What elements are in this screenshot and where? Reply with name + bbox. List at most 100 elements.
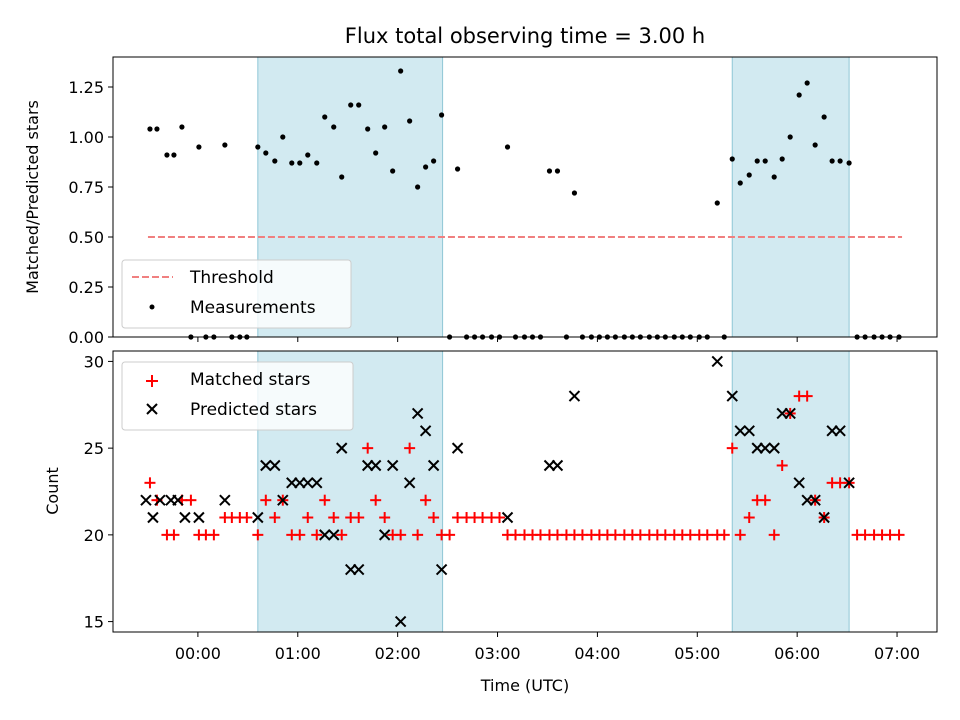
- measurement-point: [398, 68, 404, 74]
- measurement-point: [280, 134, 286, 140]
- measurement-point: [147, 126, 153, 132]
- predicted-star-marker: [277, 494, 289, 506]
- predicted-star-marker: [711, 355, 723, 368]
- legend-predicted-swatch: [146, 403, 158, 415]
- predicted-star-marker: [311, 477, 323, 489]
- bottom-legend: Matched stars Predicted stars: [121, 361, 354, 431]
- measurement-point: [365, 126, 371, 132]
- predicted-star-marker: [319, 529, 331, 541]
- legend-matched-swatch: [146, 375, 158, 387]
- matched-star-marker: [759, 494, 771, 506]
- matched-star-marker: [428, 512, 440, 524]
- bottom-x-tick-label: 07:00: [874, 644, 920, 663]
- top-y-tick-label: 0.75: [68, 178, 104, 197]
- measurement-point: [297, 160, 303, 166]
- matched-star-marker: [362, 442, 374, 454]
- matched-star-marker: [353, 512, 365, 524]
- measurement-point: [829, 158, 835, 164]
- matched-star-marker: [494, 512, 506, 524]
- measurement-point: [222, 142, 228, 148]
- measurement-point: [846, 160, 852, 166]
- legend-threshold-label: Threshold: [189, 268, 274, 288]
- predicted-star-marker: [734, 425, 746, 437]
- bottom-y-tick-label: 20: [84, 526, 104, 545]
- measurement-point: [423, 164, 429, 170]
- matched-star-marker: [269, 512, 281, 524]
- measurement-point: [787, 134, 793, 140]
- matched-star-marker: [734, 529, 746, 541]
- predicted-star-marker: [386, 459, 399, 472]
- top-legend-box: [121, 259, 352, 329]
- matched-star-marker: [260, 494, 272, 506]
- measurement-point: [314, 160, 320, 166]
- predicted-star-marker: [768, 442, 780, 454]
- predicted-star-marker: [328, 529, 340, 541]
- measurements-points: [147, 68, 902, 340]
- measurement-point: [804, 80, 810, 86]
- measurement-point: [322, 114, 328, 120]
- measurement-point: [348, 102, 354, 108]
- predicted-star-marker: [435, 563, 448, 576]
- legend-matched-label: Matched stars: [190, 370, 310, 390]
- predicted-star-marker: [501, 511, 514, 524]
- predicted-star-marker: [843, 477, 855, 489]
- top-y-tick-label: 1.25: [68, 78, 104, 97]
- bottom-y-tick-label: 25: [84, 439, 104, 458]
- measurement-point: [179, 124, 185, 130]
- matched-star-marker: [444, 529, 456, 541]
- predicted-star-marker: [140, 494, 152, 506]
- bottom-x-tick-label: 03:00: [474, 644, 520, 663]
- measurement-point: [754, 158, 760, 164]
- bottom-x-tick-label: 01:00: [275, 644, 321, 663]
- bottom-y-axis-label: Count: [43, 467, 62, 515]
- predicted-star-marker: [352, 563, 365, 576]
- measurement-point: [714, 200, 720, 206]
- matched-star-marker: [208, 529, 220, 541]
- bottom-y-tick-label: 30: [84, 352, 104, 371]
- measurement-point: [356, 102, 362, 108]
- measurement-point: [373, 150, 379, 156]
- measurement-point: [382, 124, 388, 130]
- measurement-point: [746, 172, 752, 178]
- top-panel: 0.00 0.25 0.50 0.75 1.00 1.25 Matched/Predict…: [23, 56, 938, 347]
- predicted-star-marker: [451, 442, 464, 454]
- measurement-point: [331, 124, 337, 130]
- measurement-point: [339, 174, 345, 180]
- top-axes-frame: [112, 56, 938, 338]
- predicted-star-marker: [784, 407, 796, 420]
- predicted-star-marker: [759, 442, 771, 454]
- matched-star-marker: [893, 529, 905, 541]
- measurement-point: [504, 144, 511, 150]
- legend-predicted-label: Predicted stars: [190, 400, 317, 420]
- matched-star-marker: [743, 512, 755, 524]
- bottom-x-tick-label: 00:00: [175, 644, 221, 663]
- measurement-point: [439, 112, 445, 118]
- predicted-star-marker: [172, 494, 184, 506]
- measurement-point: [554, 168, 561, 174]
- measurement-point: [164, 152, 170, 158]
- predicted-star-marker: [551, 459, 564, 472]
- measurement-point: [272, 158, 278, 164]
- predicted-star-marker: [252, 511, 264, 524]
- measurement-point: [729, 156, 735, 162]
- predicted-star-marker: [568, 390, 581, 402]
- measurement-point: [737, 180, 743, 186]
- bottom-y-ticks: 15 20 25 30: [84, 352, 113, 632]
- measurement-point: [289, 160, 295, 166]
- shaded-interval: [731, 350, 850, 633]
- measurement-point: [415, 184, 421, 190]
- measurement-point: [546, 168, 553, 174]
- top-y-tick-label: 0.00: [68, 328, 104, 347]
- matched-star-marker: [370, 494, 382, 506]
- predicted-star-marker: [147, 511, 159, 524]
- top-chart-title: Flux total observing time = 3.00 h: [345, 24, 705, 48]
- matched-star-marker: [302, 512, 314, 524]
- matched-star-marker: [726, 442, 738, 454]
- predicted-star-marker: [834, 425, 846, 437]
- matched-star-marker: [144, 477, 156, 489]
- measurement-point: [431, 158, 437, 164]
- top-legend: Threshold Measurements: [121, 259, 352, 329]
- measurement-point: [390, 168, 396, 174]
